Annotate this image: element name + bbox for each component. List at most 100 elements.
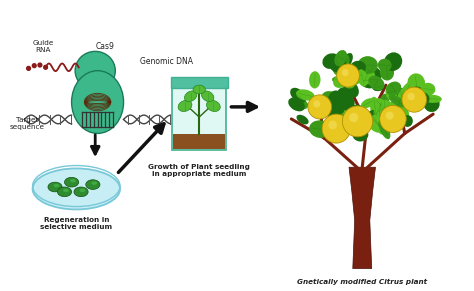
Ellipse shape (296, 115, 309, 125)
FancyBboxPatch shape (172, 88, 227, 150)
Ellipse shape (290, 88, 306, 103)
Ellipse shape (341, 74, 355, 88)
Ellipse shape (33, 168, 120, 210)
Ellipse shape (178, 100, 192, 111)
Ellipse shape (395, 87, 406, 109)
Ellipse shape (407, 73, 425, 93)
Text: Genomic DNA: Genomic DNA (140, 56, 192, 65)
Ellipse shape (358, 58, 370, 74)
Ellipse shape (72, 71, 124, 134)
Circle shape (386, 111, 393, 120)
Ellipse shape (402, 115, 413, 127)
Ellipse shape (207, 100, 220, 111)
Ellipse shape (380, 65, 394, 81)
Ellipse shape (357, 56, 378, 74)
Ellipse shape (338, 55, 349, 75)
Text: Target
sequence: Target sequence (9, 117, 44, 130)
Text: Regeneration in
selective medium: Regeneration in selective medium (40, 217, 112, 230)
Circle shape (27, 66, 30, 70)
Ellipse shape (370, 97, 381, 119)
Ellipse shape (351, 104, 362, 113)
FancyBboxPatch shape (171, 77, 228, 88)
Ellipse shape (333, 110, 352, 123)
Ellipse shape (337, 87, 353, 103)
Ellipse shape (322, 91, 341, 106)
Ellipse shape (389, 95, 406, 108)
Ellipse shape (328, 117, 339, 132)
Ellipse shape (75, 52, 115, 90)
Ellipse shape (320, 96, 340, 115)
Ellipse shape (86, 180, 100, 189)
Ellipse shape (64, 177, 79, 187)
Ellipse shape (357, 69, 368, 87)
Ellipse shape (91, 182, 97, 185)
Ellipse shape (193, 85, 205, 94)
Circle shape (342, 106, 373, 137)
Ellipse shape (332, 76, 352, 85)
Circle shape (322, 114, 350, 143)
Circle shape (38, 63, 42, 67)
Ellipse shape (344, 80, 359, 97)
Ellipse shape (342, 53, 353, 68)
Text: Growth of Plant seedling
in appropriate medium: Growth of Plant seedling in appropriate … (148, 164, 250, 177)
Ellipse shape (309, 71, 320, 88)
Ellipse shape (333, 73, 348, 88)
Ellipse shape (322, 53, 340, 69)
Ellipse shape (80, 189, 85, 192)
Ellipse shape (328, 91, 344, 112)
Ellipse shape (377, 104, 392, 120)
Ellipse shape (373, 100, 387, 120)
Ellipse shape (389, 104, 409, 119)
Ellipse shape (360, 72, 380, 88)
Ellipse shape (309, 120, 331, 138)
Ellipse shape (334, 50, 347, 66)
Ellipse shape (373, 100, 384, 117)
Circle shape (328, 121, 337, 129)
Ellipse shape (378, 59, 392, 72)
Ellipse shape (360, 118, 372, 132)
Text: Gnetically modified Citrus plant: Gnetically modified Citrus plant (297, 279, 427, 285)
Ellipse shape (349, 61, 366, 76)
Ellipse shape (54, 184, 59, 187)
Ellipse shape (379, 94, 390, 115)
Circle shape (32, 64, 36, 68)
Circle shape (342, 69, 349, 76)
Ellipse shape (385, 83, 397, 101)
Ellipse shape (63, 189, 69, 192)
Ellipse shape (352, 128, 368, 141)
Ellipse shape (368, 76, 384, 90)
Ellipse shape (345, 71, 355, 93)
Ellipse shape (48, 182, 62, 192)
Circle shape (380, 105, 406, 132)
Ellipse shape (328, 99, 339, 111)
Ellipse shape (423, 95, 440, 112)
Ellipse shape (378, 123, 390, 135)
Ellipse shape (288, 97, 305, 111)
Circle shape (44, 65, 47, 69)
Ellipse shape (296, 89, 315, 101)
Circle shape (402, 87, 427, 112)
Ellipse shape (326, 97, 336, 109)
Circle shape (313, 100, 320, 107)
Ellipse shape (366, 110, 384, 129)
Circle shape (408, 93, 415, 100)
Ellipse shape (330, 57, 346, 72)
Ellipse shape (201, 91, 214, 102)
Ellipse shape (374, 98, 385, 109)
Ellipse shape (417, 92, 429, 104)
Ellipse shape (339, 95, 355, 111)
Text: Cas9: Cas9 (95, 42, 114, 51)
Ellipse shape (384, 52, 402, 71)
Ellipse shape (361, 98, 374, 108)
Ellipse shape (367, 67, 382, 79)
Ellipse shape (329, 108, 347, 123)
Ellipse shape (386, 81, 401, 96)
Ellipse shape (408, 86, 425, 102)
Ellipse shape (332, 59, 348, 76)
Polygon shape (349, 167, 375, 269)
Ellipse shape (330, 116, 340, 127)
Ellipse shape (344, 72, 365, 87)
Ellipse shape (358, 67, 375, 84)
Ellipse shape (70, 179, 76, 182)
Ellipse shape (374, 100, 392, 117)
